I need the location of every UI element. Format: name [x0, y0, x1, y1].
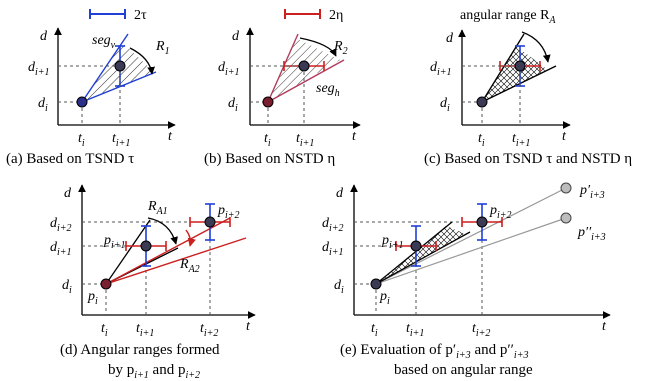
- panel-a-seg-label: segv: [92, 33, 116, 51]
- panel-e-ray-prime: [375, 187, 567, 285]
- panel-d-upper-line-i1: [105, 219, 151, 285]
- panel-c-arc: [521, 31, 551, 63]
- panel-d-caption-line1: (d) Angular ranges formed: [60, 342, 220, 358]
- panel-b-seg-label: segh: [316, 81, 340, 99]
- panel-d-y-label: d: [64, 186, 72, 201]
- panel-a: d t segv R1 di+1 di ti ti+1 (a) Based on…: [6, 27, 176, 167]
- legend-tau: 2τ: [89, 8, 147, 23]
- panel-d-lower-line-i2: [105, 237, 247, 285]
- panel-c-lower-line: [481, 65, 557, 103]
- panel-a-arc: [129, 47, 155, 75]
- panel-b-caption: (b) Based on NSTD η: [204, 151, 335, 167]
- panel-b-di: di: [228, 96, 238, 114]
- panel-a-y-label: d: [40, 29, 48, 44]
- panel-e-lower-line: [375, 231, 471, 285]
- panel-a-di1: di+1: [28, 60, 50, 78]
- panel-e-y-label: d: [336, 186, 344, 201]
- panel-e-p-dprime: p′′i+3: [577, 225, 606, 243]
- panel-e-crosshatched-range: [376, 226, 466, 284]
- panel-c-range-title: angular range RA: [460, 8, 556, 26]
- panel-e-x-label: t: [602, 319, 607, 334]
- panel-d-range-a1: RA1: [147, 199, 168, 217]
- panel-c-x-label: t: [562, 129, 567, 144]
- panel-c: angular range RA d t di+1 di ti ti+1 (c)…: [424, 8, 632, 167]
- panel-d-di1: di+1: [50, 240, 72, 258]
- legend-eta-label: 2η: [329, 8, 343, 23]
- panel-e-ray-dprime: [375, 217, 567, 285]
- panel-c-y-label: d: [446, 31, 454, 46]
- panel-a-x-label: t: [168, 129, 173, 144]
- panel-a-ti: ti: [78, 131, 85, 149]
- panel-e-point-dprime: [560, 212, 572, 224]
- panel-d-p-i: pi: [87, 289, 98, 307]
- panel-e-p-i1: pi+1: [381, 233, 404, 251]
- panel-c-point-i1: [514, 60, 526, 72]
- panel-a-ti1: ti+1: [112, 131, 130, 149]
- panel-e-p-i: pi: [379, 289, 390, 307]
- panel-d-di2: di+2: [50, 216, 72, 234]
- panel-e-p-prime: p′i+3: [579, 183, 605, 201]
- panel-c-di: di: [440, 96, 450, 114]
- panel-e-ti2: ti+2: [472, 321, 490, 339]
- panel-d-p-i2: pi+2: [217, 203, 240, 221]
- panel-a-hatched-range: [82, 42, 154, 102]
- panel-c-crosshatched-range: [482, 46, 548, 102]
- panel-d-range-a2: RA2: [179, 257, 200, 275]
- panel-e-di2: di+2: [322, 216, 344, 234]
- panel-d-arc-a2: [185, 229, 196, 247]
- panel-b-upper-line: [267, 33, 299, 103]
- panel-d-arc-a1: [147, 217, 178, 245]
- panel-b-range-label: R2: [333, 39, 348, 57]
- panel-d-x-label: t: [246, 319, 251, 334]
- panel-a-point-i: [76, 96, 88, 108]
- panel-c-ti: ti: [478, 131, 485, 149]
- panel-e-caption-line1: (e) Evaluation of p′i+3 and p′′i+3: [340, 342, 528, 361]
- panel-e-caption-line2: based on angular range: [394, 362, 533, 378]
- panel-c-caption: (c) Based on TSND τ and NSTD η: [424, 151, 632, 167]
- panel-d-caption-line2: by pi+1 and pi+2: [108, 362, 200, 381]
- panel-d-ti: ti: [101, 321, 108, 339]
- panel-d-point-i: [100, 278, 112, 290]
- panel-a-lower-line: [81, 71, 157, 103]
- panel-d: d t RA1 RA2 pi: [50, 184, 256, 381]
- panel-e-point-prime: [560, 182, 572, 194]
- panel-b-ti1: ti+1: [296, 131, 314, 149]
- panel-e-di: di: [334, 278, 344, 296]
- panel-c-ti1: ti+1: [512, 131, 530, 149]
- panel-d-point-i2: [204, 216, 216, 228]
- panel-e-ti1: ti+1: [406, 321, 424, 339]
- panel-b-x-label: t: [352, 129, 357, 144]
- panel-e-di1: di+1: [322, 240, 344, 258]
- panel-d-p-i1: pi+1: [103, 233, 126, 251]
- panel-e-p-i2: pi+2: [489, 203, 512, 221]
- panel-b: d t R2 segh di+1 di ti ti+1 (b) Based on…: [204, 27, 361, 167]
- panel-e-point-i: [370, 278, 382, 290]
- legend-tau-label: 2τ: [134, 8, 147, 23]
- panel-b-lower-line: [267, 59, 345, 103]
- panel-b-point-i: [262, 96, 274, 108]
- panel-e-upper-line: [375, 221, 453, 285]
- panel-d-di: di: [62, 278, 72, 296]
- panel-e-point-i1: [410, 240, 422, 252]
- panel-d-point-i1: [140, 240, 152, 252]
- panel-b-di1: di+1: [218, 60, 240, 78]
- panel-e-ti: ti: [371, 321, 378, 339]
- panel-e: d t p′i+3 p′′i+3: [322, 182, 611, 378]
- panel-a-di: di: [38, 96, 48, 114]
- panel-d-ti2: ti+2: [200, 321, 218, 339]
- panel-e-point-i2: [476, 216, 488, 228]
- panel-b-point-i1: [298, 60, 310, 72]
- panel-b-ti: ti: [264, 131, 271, 149]
- panel-b-y-label: d: [232, 29, 240, 44]
- panel-a-point-i1: [114, 60, 126, 72]
- panel-a-range-label: R1: [155, 39, 170, 57]
- panel-c-di1: di+1: [430, 60, 452, 78]
- panel-b-arc: [299, 37, 337, 57]
- legend-eta: 2η: [284, 8, 343, 23]
- panel-a-caption: (a) Based on TSND τ: [6, 151, 134, 167]
- panel-c-point-i: [476, 96, 488, 108]
- panel-d-ti1: ti+1: [136, 321, 154, 339]
